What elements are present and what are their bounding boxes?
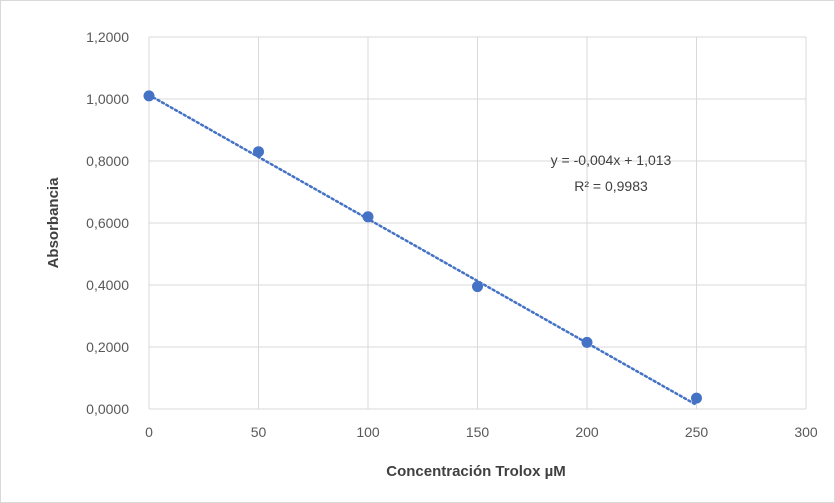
data-points xyxy=(143,90,702,404)
y-tick-label: 0,4000 xyxy=(86,277,129,293)
tick-labels: 0 50 100 150 200 250 300 0,0000 0,2000 0,4000 0,60… xyxy=(86,29,818,440)
x-tick-label: 300 xyxy=(794,424,818,440)
gridlines xyxy=(148,36,807,410)
data-point xyxy=(253,146,264,158)
x-tick-label: 0 xyxy=(145,424,153,440)
y-tick-label: 0,8000 xyxy=(86,153,129,169)
data-point xyxy=(472,281,483,293)
trendline xyxy=(147,93,698,407)
y-axis-title: Absorbancia xyxy=(45,177,62,269)
y-tick-label: 1,2000 xyxy=(86,29,129,45)
data-point xyxy=(143,90,155,102)
data-point xyxy=(362,211,374,223)
x-tick-label: 100 xyxy=(356,424,380,440)
y-tick-label: 0,6000 xyxy=(86,215,129,231)
x-tick-label: 150 xyxy=(466,424,490,440)
x-axis-title: Concentración Trolox µM xyxy=(386,463,566,480)
y-tick-label: 0,2000 xyxy=(86,339,129,355)
r-squared-label: R² = 0,9983 xyxy=(574,178,648,194)
x-tick-label: 250 xyxy=(685,424,709,440)
data-point xyxy=(691,392,702,404)
y-tick-label: 0,0000 xyxy=(86,401,129,417)
trendline-layer xyxy=(147,93,698,407)
x-tick-label: 200 xyxy=(575,424,599,440)
data-point xyxy=(581,336,593,348)
trendline-equation: y = -0,004x + 1,013 xyxy=(551,152,672,168)
x-tick-label: 50 xyxy=(251,424,267,440)
y-tick-label: 1,0000 xyxy=(86,91,129,107)
